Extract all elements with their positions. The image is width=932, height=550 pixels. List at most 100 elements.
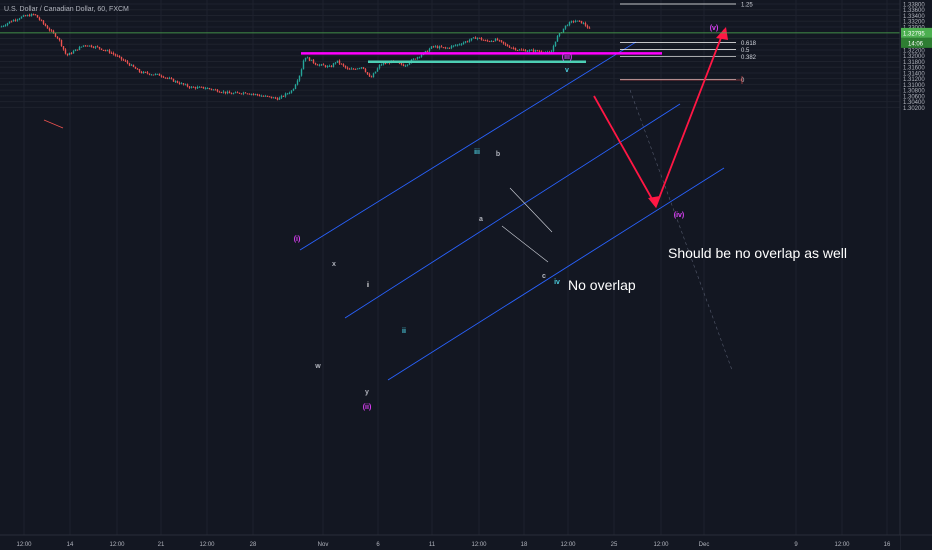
candle-body (486, 40, 489, 42)
candle-body (300, 69, 303, 76)
wave-label: (ii) (363, 404, 372, 411)
wave-label: w (314, 363, 321, 370)
candle-body (10, 21, 13, 23)
candle-body (458, 44, 461, 46)
candle-body (478, 37, 481, 39)
candle-body (482, 39, 485, 41)
candle-body (64, 49, 67, 54)
correction-line (501, 225, 549, 263)
candle-body (368, 74, 371, 77)
candle-body (174, 81, 177, 83)
wave-label: y (365, 389, 369, 396)
x-tick-label: Nov (318, 542, 329, 548)
candle-body (452, 45, 455, 47)
candle-body (6, 23, 9, 26)
candle-body (200, 86, 203, 88)
candle-body (350, 68, 353, 70)
candle-body (234, 92, 237, 94)
candle-body (360, 67, 363, 69)
candle-body (510, 47, 513, 49)
candle-body (302, 60, 305, 70)
candle-body (142, 71, 145, 74)
candle-body (328, 65, 331, 67)
x-tick-label: 12:00 (471, 542, 487, 548)
candle-body (564, 25, 567, 29)
fib-level-label: 0 (741, 78, 745, 84)
candle-body (494, 38, 497, 42)
candle-body (526, 50, 529, 52)
candle-body (222, 91, 225, 93)
candle-body (402, 64, 405, 67)
candle-body (198, 86, 201, 88)
candle-body (362, 67, 365, 69)
candle-body (126, 61, 129, 64)
candle-body (538, 51, 541, 53)
candle-body (372, 73, 375, 78)
x-tick-label: 25 (611, 542, 618, 548)
candle-body (480, 37, 483, 40)
candle-body (12, 19, 15, 22)
y-tick-label: 1.33200 (903, 20, 925, 26)
candle-body (56, 36, 59, 39)
candle-body (374, 71, 377, 74)
candle-body (466, 41, 469, 43)
y-tick-label: 1.33400 (903, 14, 925, 20)
candle-body (210, 88, 213, 90)
candle-body (32, 14, 35, 16)
y-tick-label: 1.31600 (903, 66, 925, 72)
candle-body (164, 77, 167, 79)
candle-body (358, 68, 361, 70)
candle-body (514, 48, 517, 51)
candle-body (182, 83, 185, 85)
candle-body (86, 45, 89, 47)
candle-body (512, 47, 515, 49)
candle-body (296, 80, 299, 85)
projection-arrow-head-up (716, 27, 728, 40)
candle-body (42, 20, 45, 24)
wave-label: c (542, 273, 546, 280)
candle-body (224, 91, 227, 94)
y-tick-label: 1.32200 (903, 48, 925, 54)
candle-body (252, 93, 255, 95)
candle-body (246, 93, 249, 95)
candle-body (106, 50, 109, 52)
candle-body (212, 89, 215, 91)
candle-body (184, 84, 187, 86)
candle-body (138, 69, 141, 72)
candle-body (60, 40, 63, 47)
candle-body (306, 57, 309, 59)
candle-body (188, 86, 191, 88)
candle-body (136, 68, 139, 70)
x-tick-label: 12:00 (199, 542, 215, 548)
correction-line (509, 187, 553, 233)
candle-body (290, 90, 293, 93)
candle-body (448, 47, 451, 49)
channel-upper-line (299, 41, 637, 251)
candle-body (70, 52, 73, 54)
candle-body (16, 19, 19, 21)
candle-body (262, 95, 265, 97)
candle-body (66, 53, 69, 56)
trend-marker (43, 119, 64, 129)
wave-label: ii (402, 328, 406, 335)
wave-label: a (479, 216, 483, 223)
channel-lower-line (387, 167, 725, 381)
candle-body (62, 46, 65, 50)
candle-body (436, 46, 439, 49)
x-tick-label: 12:00 (16, 542, 32, 548)
candle-body (278, 97, 281, 100)
candle-body (238, 92, 241, 94)
candle-body (508, 46, 511, 48)
candle-body (446, 47, 449, 49)
candle-body (504, 43, 507, 45)
candle-body (492, 41, 495, 43)
candle-body (162, 76, 165, 78)
candle-body (274, 97, 277, 99)
candle-body (450, 46, 453, 49)
y-tick-label: 1.31400 (903, 71, 925, 77)
candle-body (382, 63, 385, 65)
candle-body (352, 68, 355, 70)
candle-body (260, 95, 263, 97)
candle-body (216, 89, 219, 92)
